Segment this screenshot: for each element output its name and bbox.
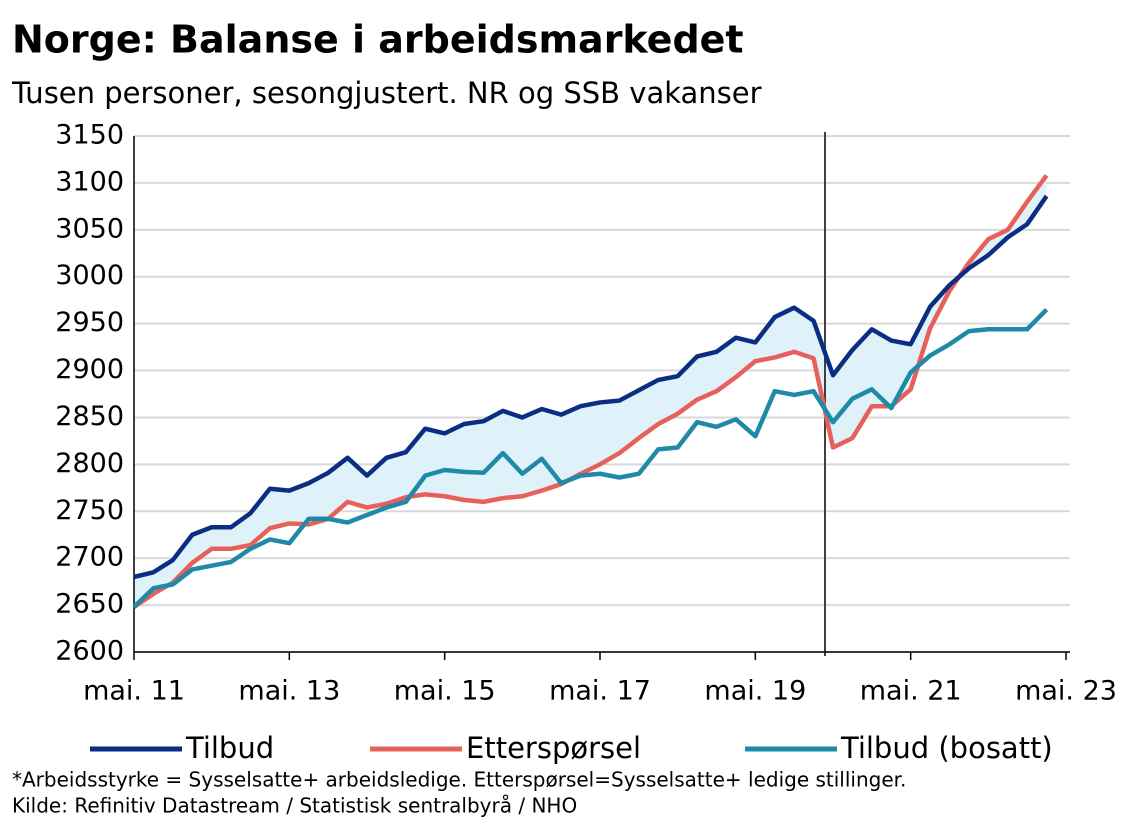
series-line <box>132 307 1049 609</box>
y-tick-label: 2750 <box>55 495 124 526</box>
y-tick-label: 3150 <box>55 120 124 151</box>
y-tick-label: 3050 <box>55 213 124 244</box>
legend-label: Tilbud (bosatt) <box>840 731 1053 765</box>
source: Kilde: Refinitiv Datastream / Statistisk… <box>12 794 577 818</box>
y-tick-label: 2900 <box>55 354 124 385</box>
x-tick-label: mai. 11 <box>83 676 185 707</box>
x-tick-label: mai. 19 <box>704 676 806 707</box>
chart-subtitle: Tusen personer, sesongjustert. NR og SSB… <box>11 76 762 110</box>
series-line <box>132 174 1049 609</box>
y-tick-label: 2850 <box>55 401 124 432</box>
y-tick-label: 2800 <box>55 448 124 479</box>
legend-label: Etterspørsel <box>466 731 641 765</box>
y-tick-label: 2950 <box>55 307 124 338</box>
y-tick-label: 3100 <box>55 166 124 197</box>
x-tick-label: mai. 13 <box>238 676 340 707</box>
x-tick-label: mai. 17 <box>549 676 651 707</box>
y-tick-label: 2650 <box>55 589 124 620</box>
gap-band <box>134 175 1047 607</box>
y-tick-label: 2600 <box>55 636 124 667</box>
legend-label: Tilbud <box>185 731 274 765</box>
series-line <box>133 194 1049 580</box>
footnote: *Arbeidsstyrke = Sysselsatte+ arbeidsled… <box>12 768 906 792</box>
x-tick-label: mai. 15 <box>394 676 496 707</box>
x-tick-label: mai. 23 <box>1015 676 1117 707</box>
y-tick-label: 2700 <box>55 542 124 573</box>
chart-title: Norge: Balanse i arbeidsmarkedet <box>12 18 744 62</box>
y-tick-label: 3000 <box>55 260 124 291</box>
x-tick-label: mai. 21 <box>860 676 962 707</box>
